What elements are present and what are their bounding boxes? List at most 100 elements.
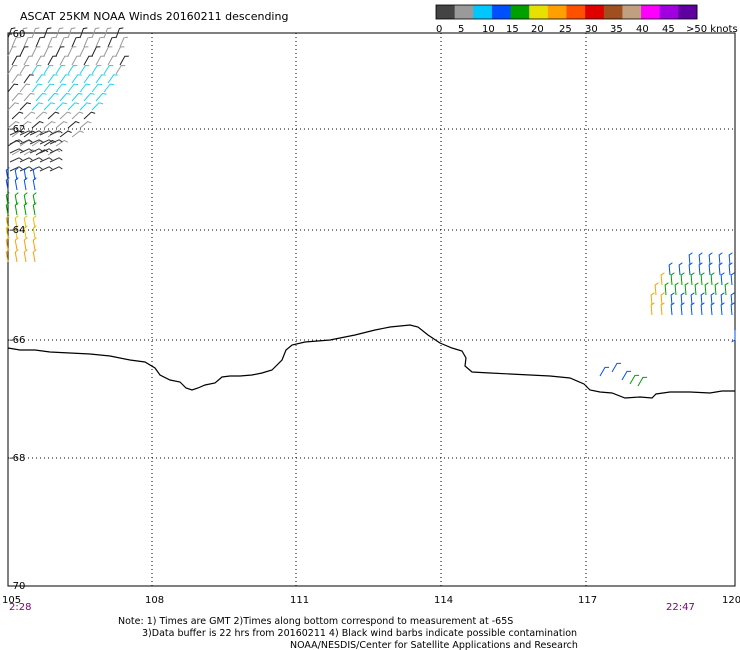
wind-barb bbox=[720, 302, 725, 316]
legend-swatch bbox=[529, 5, 549, 19]
wind-barb bbox=[95, 36, 104, 48]
wind-barb bbox=[700, 272, 705, 286]
lat-label: -60 bbox=[9, 29, 25, 40]
wind-barb bbox=[31, 83, 43, 93]
wind-barb bbox=[119, 36, 128, 48]
wind-barb bbox=[710, 292, 715, 306]
wind-barb bbox=[678, 262, 683, 276]
map-frame bbox=[7, 32, 736, 587]
wind-barb bbox=[690, 302, 695, 316]
lat-label: -66 bbox=[9, 335, 25, 346]
wind-barb bbox=[29, 130, 43, 136]
wind-barb bbox=[700, 292, 705, 306]
wind-barb bbox=[95, 74, 106, 84]
wind-barb bbox=[714, 282, 719, 296]
wind-barb bbox=[71, 111, 84, 120]
wind-barb bbox=[67, 27, 76, 39]
wind-barb bbox=[730, 292, 735, 306]
wind-barb bbox=[59, 130, 72, 138]
wind-barb bbox=[14, 202, 19, 216]
wind-barb bbox=[55, 83, 67, 93]
wind-barb bbox=[7, 139, 21, 147]
wind-barb bbox=[9, 148, 23, 154]
wind-barb bbox=[103, 83, 115, 93]
wind-barb bbox=[91, 46, 101, 57]
wind-barb bbox=[23, 192, 28, 206]
wind-barb bbox=[31, 102, 43, 111]
wind-barb bbox=[35, 92, 47, 102]
wind-barb bbox=[29, 139, 43, 145]
wind-barb bbox=[23, 215, 28, 229]
wind-barb bbox=[19, 139, 33, 145]
wind-barb bbox=[708, 252, 713, 266]
wind-barb bbox=[29, 148, 43, 154]
lat-label: -68 bbox=[9, 453, 25, 464]
legend-label: 35 bbox=[610, 24, 623, 35]
wind-barb bbox=[637, 376, 647, 387]
wind-barb bbox=[19, 83, 31, 93]
map-title: ASCAT 25KM NOAA Winds 20160211 descendin… bbox=[20, 10, 288, 23]
wind-barb bbox=[11, 55, 21, 66]
legend-swatch bbox=[436, 5, 456, 19]
wind-barb bbox=[14, 192, 19, 206]
wind-barb bbox=[724, 282, 729, 296]
wind-barb bbox=[49, 148, 63, 154]
legend-label: 25 bbox=[559, 24, 572, 35]
wind-barb bbox=[7, 83, 19, 93]
wind-barb bbox=[9, 166, 23, 172]
wind-barb bbox=[39, 130, 53, 136]
legend-label: >50 knots bbox=[686, 24, 738, 35]
wind-barb bbox=[670, 302, 675, 316]
wind-barb bbox=[14, 167, 19, 181]
wind-barb bbox=[55, 65, 66, 75]
wind-barb bbox=[43, 46, 53, 57]
wind-barb bbox=[103, 65, 114, 75]
wind-barb bbox=[67, 83, 79, 93]
wind-barb bbox=[688, 262, 693, 276]
wind-barb bbox=[690, 272, 695, 286]
wind-barb bbox=[35, 111, 48, 120]
wind-barb bbox=[704, 282, 709, 296]
wind-barb bbox=[5, 215, 10, 229]
legend-label: 0 bbox=[436, 24, 442, 35]
wind-barb bbox=[103, 46, 113, 57]
note-line-3: NOAA/NESDIS/Center for Satellite Applica… bbox=[290, 640, 578, 650]
wind-barb bbox=[684, 282, 689, 296]
legend-swatch bbox=[547, 5, 567, 19]
wind-barb bbox=[664, 282, 669, 296]
wind-barb bbox=[31, 121, 44, 129]
wind-barb bbox=[660, 292, 665, 306]
lon-label: 108 bbox=[145, 595, 164, 606]
wind-barb bbox=[19, 46, 29, 57]
wind-barb bbox=[32, 167, 37, 181]
wind-barb bbox=[43, 83, 55, 93]
wind-barb bbox=[654, 282, 659, 296]
wind-barb bbox=[19, 157, 33, 163]
wind-barb bbox=[59, 36, 68, 48]
wind-barb bbox=[107, 74, 118, 84]
wind-barb bbox=[728, 252, 733, 266]
wind-barb bbox=[91, 83, 103, 93]
wind-barb bbox=[31, 65, 42, 75]
wind-barb bbox=[43, 27, 52, 39]
wind-barb bbox=[19, 121, 32, 129]
legend-label: 5 bbox=[458, 24, 464, 35]
wind-barb bbox=[660, 272, 665, 286]
wind-barb bbox=[47, 36, 56, 48]
wind-barb bbox=[731, 330, 736, 343]
wind-barb bbox=[39, 139, 53, 145]
wind-barb bbox=[5, 177, 10, 191]
wind-barb bbox=[19, 102, 31, 111]
wind-barb bbox=[11, 111, 24, 120]
wind-barb bbox=[107, 55, 117, 66]
wind-barb bbox=[14, 225, 19, 239]
latitude-labels: -60 -62 -64 -66 -68 -70 bbox=[9, 29, 25, 592]
legend-border bbox=[435, 4, 698, 20]
wind-barb bbox=[107, 36, 116, 48]
legend-swatch bbox=[491, 5, 512, 19]
wind-barb bbox=[690, 292, 695, 306]
legend-label: 40 bbox=[636, 24, 649, 35]
wind-barb bbox=[5, 249, 10, 263]
wind-barb bbox=[23, 55, 33, 66]
wind-barb bbox=[67, 102, 79, 111]
